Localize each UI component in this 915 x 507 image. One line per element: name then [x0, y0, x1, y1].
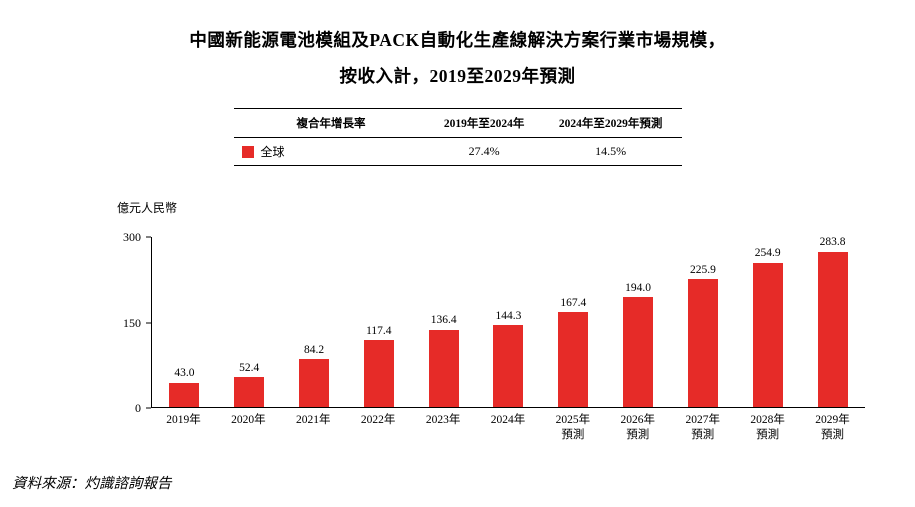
bar-value-label: 167.4 — [560, 296, 587, 309]
title-line-2: 按收入計，2019至2029年預測 — [339, 66, 576, 86]
cagr-row-label-cell: 全球 — [233, 137, 429, 166]
bar — [558, 312, 589, 407]
cagr-value-2: 14.5% — [539, 137, 682, 166]
bar-value-label: 136.4 — [430, 314, 457, 327]
bar-group: 283.8 — [800, 236, 865, 407]
bar-value-label: 225.9 — [689, 263, 716, 276]
bar-group: 84.2 — [282, 237, 347, 407]
x-tick-label: 2023年 — [425, 414, 461, 426]
cagr-header-period-2: 2024年至2029年預測 — [539, 108, 682, 138]
x-tick-label: 2027年 預測 — [685, 414, 720, 441]
bar-group: 52.4 — [217, 237, 282, 407]
bar-value-label: 144.3 — [495, 309, 522, 322]
cagr-header-period-1: 2019年至2024年 — [428, 108, 540, 138]
y-axis: 0 150 300 — [115, 231, 151, 414]
bar-group: 144.3 — [476, 237, 541, 407]
x-tick-label: 2020年 — [231, 414, 266, 426]
y-tick-label: 0 — [135, 401, 141, 415]
y-tick-label: 300 — [123, 230, 141, 244]
y-tick-mark — [146, 322, 151, 323]
y-tick-mark — [146, 407, 151, 409]
title-line-1: 中國新能源電池模組及PACK自動化生產線解決方案行業市場規模， — [189, 30, 726, 50]
plot-row: 0 150 300 43.0 52.4 84.2 117.4 136.4 144.3 167.4… — [115, 231, 875, 414]
bar — [428, 329, 459, 407]
y-tick-label: 150 — [123, 315, 141, 330]
bar-group: 117.4 — [346, 237, 411, 407]
x-tick-label: 2021年 — [296, 414, 331, 426]
cagr-header-row: 複合年增長率 2019年至2024年 2024年至2029年預測 — [233, 108, 682, 138]
bar-value-label: 283.8 — [819, 236, 846, 248]
bar-chart: 億元人民幣 0 150 300 43.0 52.4 84.2 117.4 136.4 144.… — [115, 200, 875, 443]
cagr-header-metric: 複合年增長率 — [233, 108, 429, 138]
bar-value-label: 194.0 — [625, 281, 652, 294]
y-axis-label: 億元人民幣 — [117, 201, 178, 215]
y-tick-mark — [146, 236, 151, 238]
bar-group: 167.4 — [541, 237, 606, 407]
bar-value-label: 117.4 — [366, 324, 392, 337]
bar-value-label: 84.2 — [303, 343, 325, 356]
plot-area: 43.0 52.4 84.2 117.4 136.4 144.3 167.4 194.0 225… — [151, 236, 865, 408]
bar — [623, 297, 654, 407]
bar-group: 254.9 — [735, 237, 800, 407]
bar — [234, 377, 265, 407]
source-note: 資料來源：灼識諮詢報告 — [12, 476, 172, 492]
bar — [817, 251, 848, 407]
bar — [687, 279, 718, 407]
x-tick-label: 2019年 — [166, 414, 201, 426]
bar-value-label: 52.4 — [239, 361, 260, 374]
bar — [169, 382, 200, 407]
bar — [363, 340, 394, 407]
cagr-data-row: 全球 27.4% 14.5% — [233, 137, 682, 166]
x-tick-label: 2025年 預測 — [555, 414, 591, 441]
bar-group: 136.4 — [411, 237, 476, 407]
bar-value-label: 43.0 — [174, 367, 195, 380]
cagr-value-1: 27.4% — [428, 137, 540, 166]
bar-group: 43.0 — [152, 237, 217, 407]
x-tick-label: 2029年 預測 — [815, 414, 850, 441]
x-tick-label: 2028年 預測 — [750, 414, 785, 441]
legend-label: 全球 — [260, 145, 285, 159]
bar-group: 225.9 — [671, 237, 736, 407]
cagr-table: 複合年增長率 2019年至2024年 2024年至2029年預測 全球 27.4… — [233, 108, 682, 166]
x-tick-label: 2022年 — [360, 414, 396, 426]
x-tick-label: 2026年 預測 — [620, 414, 656, 441]
x-tick-label: 2024年 — [490, 414, 526, 426]
legend-swatch-icon — [241, 146, 254, 158]
page-title: 中國新能源電池模組及PACK自動化生產線解決方案行業市場規模， 按收入計，201… — [0, 0, 915, 94]
bar-group: 194.0 — [606, 237, 671, 407]
bar-value-label: 254.9 — [754, 247, 781, 260]
bar — [299, 359, 330, 407]
x-axis-labels: 2019年 2020年 2021年 2022年 2023年 2024年 2025年 預測 20… — [151, 413, 865, 443]
bar — [493, 325, 524, 407]
bar — [752, 262, 783, 407]
